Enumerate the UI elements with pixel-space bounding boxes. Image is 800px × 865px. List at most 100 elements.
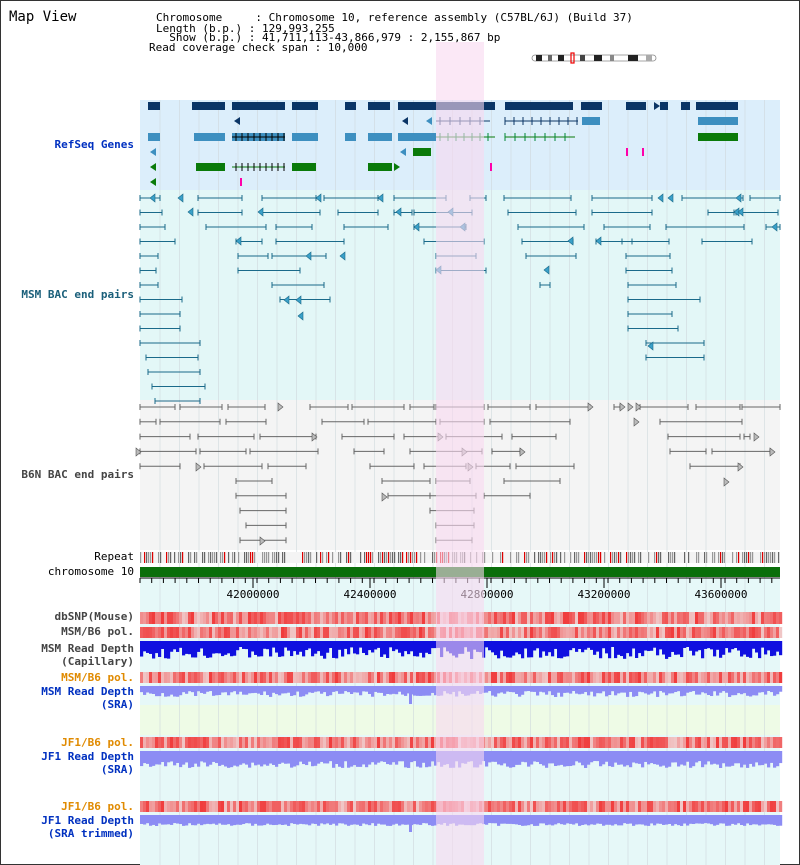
msm-pol-cell — [416, 627, 420, 638]
msm-bac-pair — [591, 195, 653, 201]
msm-pol-cell — [521, 627, 525, 638]
jf1-trimmed-depth-bar — [206, 815, 210, 824]
jf1-trimmed-depth-bar — [551, 815, 555, 826]
jf1-pol2-cell — [257, 801, 261, 812]
dbsnp-cell — [140, 612, 144, 624]
repeat-element — [204, 552, 206, 563]
msm-capillary-depth-bar — [737, 641, 741, 651]
jf1-trimmed-depth-bar — [200, 815, 204, 826]
msm-bac-pair — [154, 398, 201, 404]
repeat-element — [648, 552, 650, 563]
msm-bac-pair — [275, 224, 313, 230]
msm-capillary-depth-bar — [398, 641, 402, 653]
repeat-element — [378, 552, 380, 563]
msm-sra-depth-bar — [257, 686, 261, 694]
jf1-pol-cell — [746, 737, 750, 748]
jf1-sra-depth-bar — [572, 751, 576, 766]
msm-pol-cell — [176, 627, 180, 638]
jf1-pol-cell — [377, 737, 381, 748]
track-label-msm-bac[interactable]: MSM BAC end pairs — [21, 288, 134, 301]
msm-pol2-cell — [614, 672, 618, 683]
msm-sra-depth-bar — [749, 686, 753, 697]
polymorphism-tracks[interactable] — [140, 612, 783, 812]
msm-bac-pair — [627, 325, 679, 332]
track-label-jf1-depth[interactable]: JF1 Read Depth — [41, 750, 134, 763]
jf1-pol2-cell — [623, 801, 627, 812]
jf1-pol-cell — [299, 737, 303, 748]
repeat-element — [654, 552, 656, 563]
dbsnp-cell — [407, 612, 411, 624]
msm-pol-cell — [242, 627, 246, 638]
track-label-refseq[interactable]: RefSeq Genes — [54, 138, 134, 151]
msm-pol-cell — [140, 627, 144, 638]
msm-pol-cell — [638, 627, 642, 638]
msm-sra-depth-bar — [242, 686, 246, 695]
msm-pol2-cell — [209, 672, 213, 683]
jf1-trimmed-depth-bar — [416, 815, 420, 825]
jf1-pol2-cell — [587, 801, 591, 812]
msm-pol-cell — [734, 627, 738, 638]
dbsnp-cell — [683, 612, 687, 624]
track-label-msm-pol-1[interactable]: MSM/B6 pol. — [61, 625, 134, 638]
msm-capillary-depth-bar — [155, 641, 159, 654]
track-label-b6n-bac[interactable]: B6N BAC end pairs — [21, 468, 134, 481]
jf1-pol2-cell — [686, 801, 690, 812]
bac-end-marker — [413, 222, 420, 232]
msm-capillary-depth-bar — [185, 641, 189, 654]
msm-pol-cell — [341, 627, 345, 638]
track-label-repeat[interactable]: Repeat — [94, 550, 134, 563]
jf1-trimmed-depth-bar — [494, 815, 498, 824]
jf1-pol-cell — [761, 737, 765, 748]
msm-sra-depth-bar — [656, 686, 660, 697]
jf1-pol2-cell — [641, 801, 645, 812]
msm-capillary-depth-bar — [173, 641, 177, 650]
track-label-jf1-pol-1[interactable]: JF1/B6 pol. — [61, 736, 134, 749]
jf1-trimmed-depth-bar — [644, 815, 648, 826]
msm-bac-pair — [645, 354, 705, 361]
track-label-msm-depth-cap[interactable]: MSM Read Depth — [41, 642, 134, 655]
dbsnp-cell — [665, 612, 669, 624]
show-range-info: Show (b.p.) : 41,711,113-43,866,979 : 2,… — [156, 31, 501, 44]
jf1-pol2-cell — [734, 801, 738, 812]
jf1-trimmed-depth-bar — [773, 815, 777, 825]
msm-bac-track[interactable] — [139, 193, 781, 404]
refseq-genes-track[interactable] — [148, 102, 738, 186]
repeat-element — [516, 552, 518, 563]
msm-capillary-depth-bar — [512, 641, 516, 656]
jf1-sra-depth-bar — [194, 751, 198, 764]
dbsnp-cell — [593, 612, 597, 624]
repeat-element — [304, 552, 306, 563]
b6n-bac-track[interactable] — [135, 402, 781, 546]
jf1-pol-cell — [623, 737, 627, 748]
msm-capillary-depth-bar — [548, 641, 552, 653]
dbsnp-cell — [530, 612, 534, 624]
jf1-pol-cell — [245, 737, 249, 748]
msm-pol-cell — [428, 627, 432, 638]
dbsnp-cell — [623, 612, 627, 624]
dbsnp-cell — [254, 612, 258, 624]
track-label-msm-pol-2[interactable]: MSM/B6 pol. — [61, 671, 134, 684]
dbsnp-cell — [251, 612, 255, 624]
msm-capillary-depth-bar — [278, 641, 282, 657]
msm-capillary-depth-bar — [689, 641, 693, 651]
track-label-dbsnp[interactable]: dbSNP(Mouse) — [54, 610, 134, 623]
track-label-jf1-trimmed[interactable]: JF1 Read Depth — [41, 814, 134, 827]
msm-sra-depth-bar — [401, 686, 405, 695]
msm-pol-cell — [743, 627, 747, 638]
jf1-pol-cell — [551, 737, 555, 748]
msm-pol2-cell — [629, 672, 633, 683]
jf1-pol-cell — [359, 737, 363, 748]
track-label-jf1-pol-2[interactable]: JF1/B6 pol. — [61, 800, 134, 813]
msm-capillary-depth-bar — [194, 641, 198, 658]
msm-pol-cell — [680, 627, 684, 638]
read-depth-tracks[interactable] — [140, 641, 783, 832]
jf1-sra-depth-bar — [536, 751, 540, 762]
chromosome-ideogram[interactable] — [530, 52, 658, 64]
jf1-pol2-cell — [740, 801, 744, 812]
b6n-bac-pair — [351, 404, 405, 410]
msm-capillary-depth-bar — [404, 641, 408, 652]
msm-pol-cell — [566, 627, 570, 638]
msm-pol2-cell — [542, 672, 546, 683]
track-label-msm-depth-sra[interactable]: MSM Read Depth — [41, 685, 134, 698]
